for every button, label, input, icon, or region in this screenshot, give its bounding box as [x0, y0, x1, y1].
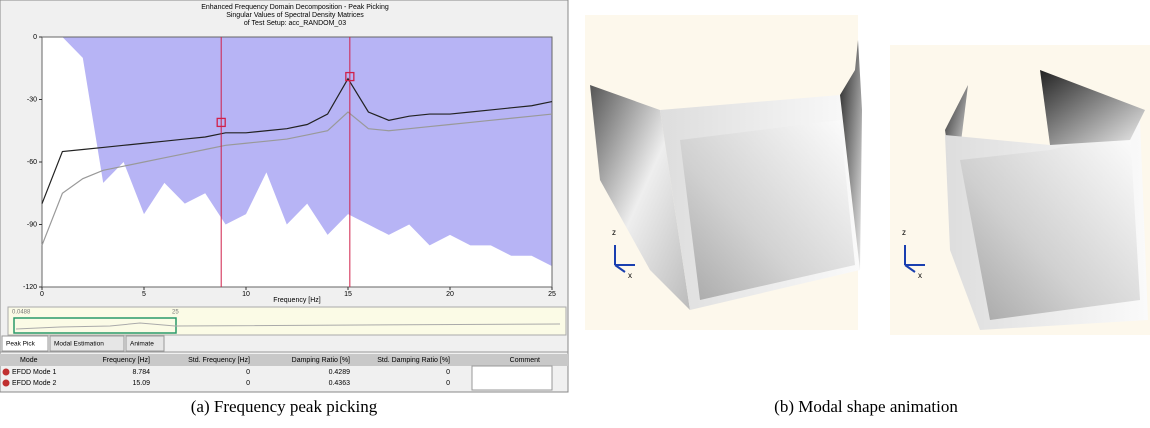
mode-icon [3, 380, 10, 387]
chart-title: Enhanced Frequency Domain Decomposition … [201, 4, 389, 11]
overview-strip [8, 307, 566, 335]
caption: (b) Modal shape animation [774, 397, 958, 416]
axis-label: x [628, 271, 632, 280]
table-header: Comment [510, 357, 540, 364]
x-tick-label: 10 [242, 291, 250, 298]
tab-label: Modal Estimation [54, 341, 104, 348]
table-cell: 0 [246, 380, 250, 387]
figure: Enhanced Frequency Domain Decomposition … [0, 0, 1150, 423]
axis-label: z [612, 228, 616, 237]
y-tick-label: -90 [27, 221, 37, 228]
x-tick-label: 0 [40, 291, 44, 298]
x-tick-label: 15 [344, 291, 352, 298]
axis-label: x [918, 271, 922, 280]
chart-title: of Test Setup: acc_RANDOM_03 [244, 20, 346, 27]
tab-label: Peak Pick [6, 341, 36, 348]
y-tick-label: -30 [27, 96, 37, 103]
y-tick-label: -60 [27, 159, 37, 166]
x-tick-label: 5 [142, 291, 146, 298]
axis-label: z [902, 228, 906, 237]
tab-label: Animate [130, 341, 154, 348]
table-cell: 8.784 [132, 369, 150, 376]
table-cell: EFDD Mode 2 [12, 380, 56, 387]
x-tick-label: 20 [446, 291, 454, 298]
x-tick-label: 25 [548, 291, 556, 298]
table-cell: 0 [446, 380, 450, 387]
shape-image-1 [585, 15, 862, 330]
overview-end: 25 [172, 310, 179, 316]
table-cell: 0 [446, 369, 450, 376]
x-axis-label: Frequency [Hz] [273, 297, 321, 304]
table-header: Mode [20, 357, 38, 364]
table-cell: 0.4363 [329, 380, 351, 387]
table-cell: EFDD Mode 1 [12, 369, 56, 376]
table-cell: 15.09 [132, 380, 150, 387]
table-header: Std. Frequency [Hz] [188, 357, 250, 364]
y-tick-label: 0 [33, 34, 37, 41]
shape-image-2 [890, 45, 1150, 335]
table-cell: 0 [246, 369, 250, 376]
overview-start: 0.0488 [12, 310, 31, 316]
table-header-bg [0, 354, 568, 366]
caption: (a) Frequency peak picking [191, 397, 378, 416]
chart-title: Singular Values of Spectral Density Matr… [226, 12, 364, 19]
mode-icon [3, 369, 10, 376]
table-header: Damping Ratio [%] [292, 357, 350, 364]
page: {"screenshot": { "chart": {"type": "line… [0, 0, 1150, 423]
y-tick-label: -120 [23, 284, 37, 291]
comment-cells[interactable] [472, 366, 552, 390]
table-cell: 0.4289 [329, 369, 351, 376]
table-header: Frequency [Hz] [103, 357, 151, 364]
table-header: Std. Damping Ratio [%] [377, 357, 450, 364]
